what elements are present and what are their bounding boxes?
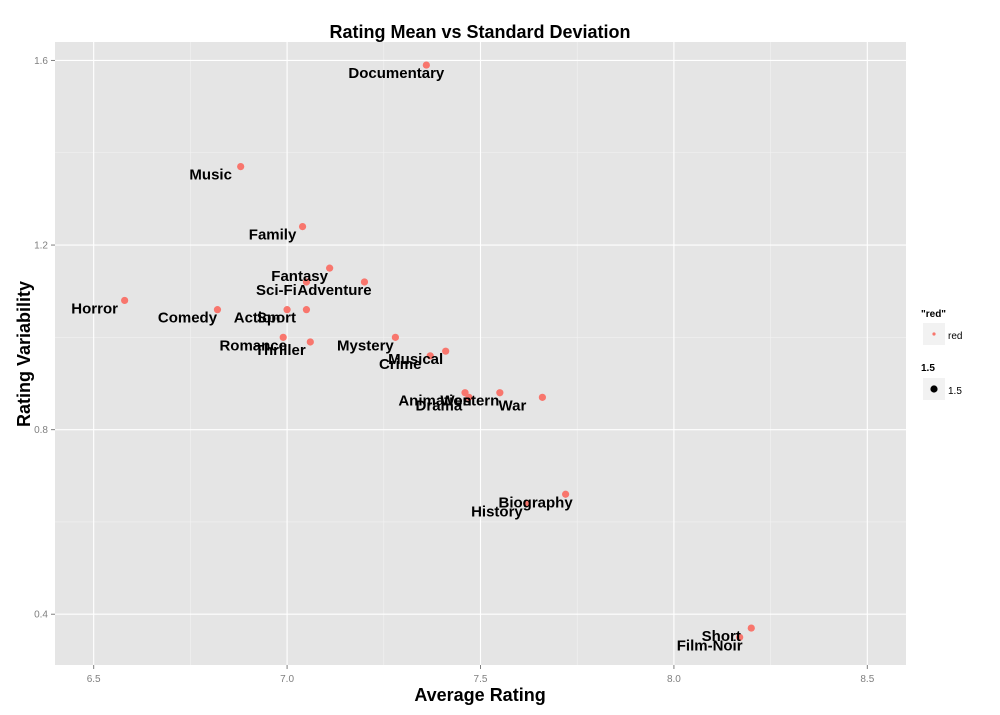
y-tick-label: 0.8	[34, 425, 48, 436]
x-tick-label: 8.5	[860, 674, 874, 685]
legend: "red" red 1.5 1.5	[921, 309, 962, 400]
data-point	[538, 393, 546, 401]
x-tick-label: 7.0	[280, 674, 294, 685]
data-point	[422, 61, 430, 69]
data-point	[426, 352, 434, 360]
data-point	[747, 624, 755, 632]
point-label: Drama	[416, 397, 463, 414]
data-point	[391, 333, 399, 341]
point-label: Animation	[398, 393, 471, 410]
point-label: Crime	[379, 356, 422, 373]
data-point	[442, 347, 450, 355]
data-point	[298, 222, 307, 231]
y-axis-ticks: 0.4 0.8 1.2 1.6	[34, 56, 55, 621]
data-point	[736, 633, 744, 641]
data-point	[302, 306, 311, 314]
point-label: Thriller	[255, 342, 306, 359]
point-label: History	[471, 503, 523, 520]
point-label: Documentary	[348, 65, 445, 82]
x-tick-label: 7.5	[474, 674, 488, 685]
x-tick-label: 6.5	[87, 674, 101, 685]
data-point	[360, 278, 369, 286]
legend-label-size: 1.5	[948, 386, 962, 397]
point-label: War	[499, 397, 527, 414]
data-point	[306, 338, 314, 346]
point-label: Family	[249, 227, 297, 244]
point-label: Biography	[499, 494, 574, 511]
data-point	[213, 306, 222, 314]
legend-key-size-dot	[930, 385, 938, 393]
point-label: Mystery	[337, 337, 394, 354]
data-point	[302, 278, 311, 286]
point-label: Adventure	[297, 282, 371, 299]
data-point	[283, 306, 291, 314]
x-axis-title: Average Rating	[414, 685, 545, 705]
point-label: Horror	[71, 300, 118, 317]
data-points	[121, 61, 755, 641]
point-label: Western	[440, 393, 499, 410]
legend-title-size: 1.5	[921, 363, 935, 374]
point-label: Sport	[257, 310, 296, 327]
data-point	[279, 333, 287, 341]
data-point	[326, 264, 334, 272]
data-point	[237, 163, 245, 171]
data-point	[496, 389, 504, 397]
point-label: Short	[702, 628, 741, 645]
y-tick-label: 1.2	[34, 241, 48, 252]
y-axis-title: Rating Variability	[14, 281, 34, 427]
y-tick-label: 0.4	[34, 610, 48, 621]
data-point	[121, 296, 129, 305]
chart-title: Rating Mean vs Standard Deviation	[329, 22, 630, 42]
data-point	[562, 490, 570, 498]
point-label: Music	[189, 167, 232, 184]
data-point	[523, 499, 531, 508]
point-label: Sci-Fi	[256, 282, 297, 299]
point-label: Romance	[219, 337, 287, 354]
grid-lines	[55, 42, 906, 665]
point-label: Film-Noir	[677, 637, 743, 654]
point-label: Comedy	[158, 310, 218, 327]
point-label: Fantasy	[271, 268, 328, 285]
x-axis-ticks: 6.5 7.0 7.5 8.0 8.5	[87, 665, 875, 685]
y-tick-label: 1.6	[34, 56, 48, 67]
data-point	[465, 393, 473, 401]
legend-label-color: red	[948, 331, 962, 342]
x-tick-label: 8.0	[667, 674, 681, 685]
point-label: Action	[234, 310, 281, 327]
legend-title-color: "red"	[921, 309, 946, 320]
legend-key-color-dot	[932, 332, 936, 336]
point-label: Musical	[388, 351, 443, 368]
